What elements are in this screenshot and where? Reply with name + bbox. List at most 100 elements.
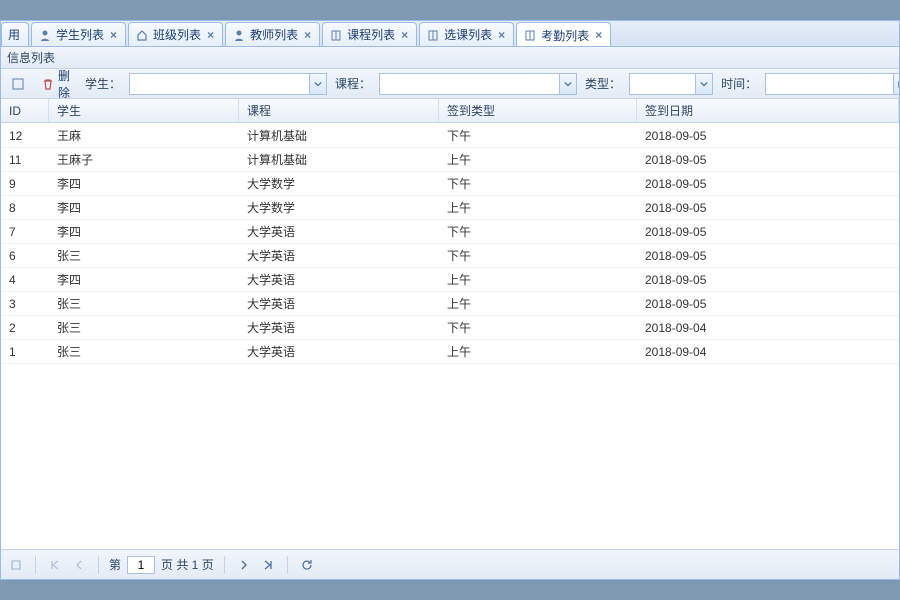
tab-label: 考勤列表 — [541, 27, 589, 44]
table-row[interactable]: 3张三大学英语上午2018-09-05 — [1, 292, 899, 316]
col-student[interactable]: 学生 — [49, 99, 239, 122]
filter-course-input[interactable] — [379, 73, 559, 95]
cell-student: 王麻 — [49, 124, 239, 147]
tab-考勤列表[interactable]: 考勤列表 × — [516, 22, 611, 47]
cell-date: 2018-09-05 — [637, 124, 899, 147]
table-row[interactable]: 6张三大学英语下午2018-09-05 — [1, 244, 899, 268]
table-row[interactable]: 9李四大学数学下午2018-09-05 — [1, 172, 899, 196]
delete-icon — [42, 78, 54, 90]
tab-用[interactable]: 用 — [1, 22, 29, 46]
filter-student-input[interactable] — [129, 73, 309, 95]
grid-body[interactable]: 12王麻计算机基础下午2018-09-0511王麻子计算机基础上午2018-09… — [1, 124, 899, 549]
person-icon — [38, 28, 52, 42]
pager-last-icon[interactable] — [259, 556, 277, 574]
pager-prev-icon[interactable] — [70, 556, 88, 574]
col-type[interactable]: 签到类型 — [439, 99, 637, 122]
close-icon[interactable]: × — [498, 28, 505, 42]
cell-id: 1 — [1, 340, 49, 363]
cell-type: 上午 — [439, 268, 637, 291]
cell-type: 上午 — [439, 340, 637, 363]
cell-date: 2018-09-05 — [637, 148, 899, 171]
cell-id: 2 — [1, 316, 49, 339]
pager-unknown-icon[interactable] — [7, 556, 25, 574]
table-row[interactable]: 11王麻子计算机基础上午2018-09-05 — [1, 148, 899, 172]
cell-date: 2018-09-05 — [637, 268, 899, 291]
filter-type-input[interactable] — [629, 73, 695, 95]
cell-course: 大学数学 — [239, 172, 439, 195]
table-row[interactable]: 12王麻计算机基础下午2018-09-05 — [1, 124, 899, 148]
close-icon[interactable]: × — [207, 28, 214, 42]
cell-type: 上午 — [439, 196, 637, 219]
filter-time-input[interactable] — [765, 73, 893, 95]
cell-student: 李四 — [49, 220, 239, 243]
cell-student: 张三 — [49, 340, 239, 363]
cell-type: 上午 — [439, 292, 637, 315]
tab-学生列表[interactable]: 学生列表× — [31, 22, 126, 46]
filter-student-label: 学生： — [81, 75, 125, 92]
cell-course: 大学英语 — [239, 292, 439, 315]
cell-course: 大学英语 — [239, 316, 439, 339]
pager-page-suffix: 页 共 1 页 — [161, 556, 214, 573]
cell-date: 2018-09-05 — [637, 292, 899, 315]
square-icon — [12, 78, 24, 90]
cell-course: 计算机基础 — [239, 148, 439, 171]
cell-id: 6 — [1, 244, 49, 267]
pager-page-input[interactable] — [127, 556, 155, 574]
cell-type: 下午 — [439, 244, 637, 267]
pager-page-prefix: 第 — [109, 556, 121, 573]
table-row[interactable]: 2张三大学英语下午2018-09-04 — [1, 316, 899, 340]
cell-type: 下午 — [439, 172, 637, 195]
filter-time-combo[interactable] — [765, 73, 899, 95]
tab-课程列表[interactable]: 课程列表 × — [322, 22, 417, 46]
table-row[interactable]: 1张三大学英语上午2018-09-04 — [1, 340, 899, 364]
chevron-down-icon[interactable] — [695, 73, 713, 95]
close-icon[interactable]: × — [304, 28, 311, 42]
close-icon[interactable]: × — [110, 28, 117, 42]
cell-date: 2018-09-04 — [637, 340, 899, 363]
tab-教师列表[interactable]: 教师列表 × — [225, 22, 320, 46]
delete-button[interactable]: 删除 — [35, 73, 77, 95]
filter-type-label: 类型： — [581, 75, 625, 92]
tab-班级列表[interactable]: 班级列表× — [128, 22, 223, 46]
tab-label: 教师列表 — [250, 26, 298, 43]
col-date[interactable]: 签到日期 — [637, 99, 899, 122]
filter-type-combo[interactable] — [629, 73, 713, 95]
tab-label: 用 — [8, 26, 20, 43]
cell-date: 2018-09-04 — [637, 316, 899, 339]
cell-course: 大学英语 — [239, 220, 439, 243]
filter-student-combo[interactable] — [129, 73, 327, 95]
table-row[interactable]: 7李四大学英语下午2018-09-05 — [1, 220, 899, 244]
filter-course-combo[interactable] — [379, 73, 577, 95]
pager-first-icon[interactable] — [46, 556, 64, 574]
chevron-down-icon[interactable] — [309, 73, 327, 95]
cell-student: 王麻子 — [49, 148, 239, 171]
cell-course: 大学数学 — [239, 196, 439, 219]
col-id[interactable]: ID — [1, 99, 49, 122]
tab-选课列表[interactable]: 选课列表× — [419, 22, 514, 46]
calendar-icon[interactable] — [893, 73, 899, 95]
book-icon — [523, 28, 537, 42]
grid-header: ID 学生 课程 签到类型 签到日期 — [1, 99, 899, 123]
cell-type: 下午 — [439, 220, 637, 243]
table-row[interactable]: 8李四大学数学上午2018-09-05 — [1, 196, 899, 220]
filter-time-label: 时间： — [717, 75, 761, 92]
close-icon[interactable]: × — [595, 28, 602, 42]
tab-label: 课程列表 — [347, 26, 395, 43]
cell-id: 3 — [1, 292, 49, 315]
cell-date: 2018-09-05 — [637, 244, 899, 267]
unknown-left-button[interactable] — [5, 73, 31, 95]
pager-next-icon[interactable] — [235, 556, 253, 574]
cell-course: 大学英语 — [239, 244, 439, 267]
home-icon — [135, 28, 149, 42]
col-course[interactable]: 课程 — [239, 99, 439, 122]
chevron-down-icon[interactable] — [559, 73, 577, 95]
pager-refresh-icon[interactable] — [298, 556, 316, 574]
cell-id: 11 — [1, 148, 49, 171]
table-row[interactable]: 4李四大学英语上午2018-09-05 — [1, 268, 899, 292]
cell-course: 大学英语 — [239, 268, 439, 291]
person-icon — [232, 28, 246, 42]
cell-student: 李四 — [49, 268, 239, 291]
close-icon[interactable]: × — [401, 28, 408, 42]
cell-student: 李四 — [49, 196, 239, 219]
pager: 第 页 共 1 页 — [1, 549, 899, 579]
